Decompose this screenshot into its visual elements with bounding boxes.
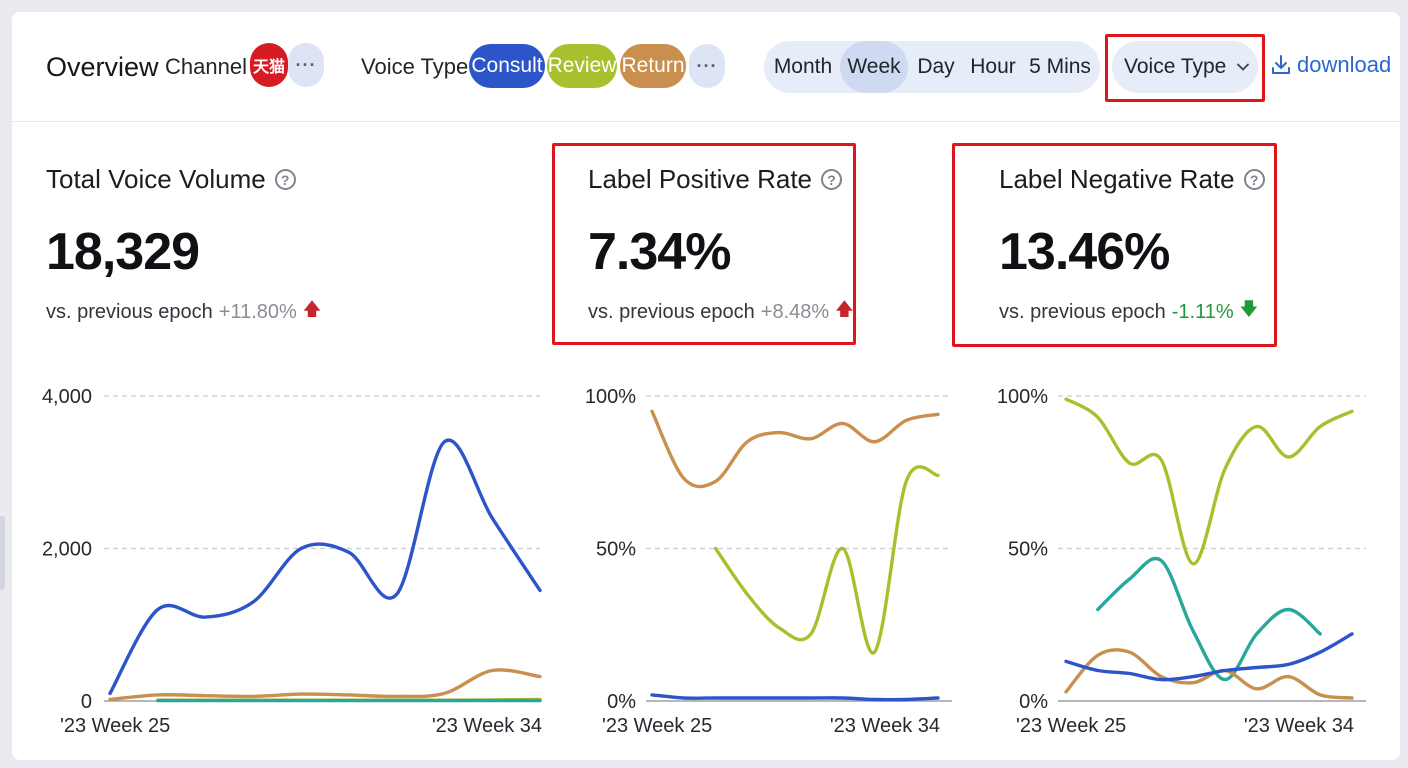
help-icon[interactable]: ? [274, 169, 296, 190]
channel-more-button[interactable]: ··· [288, 43, 324, 87]
y-tick-label: 50% [1008, 539, 1048, 561]
granularity-day[interactable]: Day [917, 55, 955, 78]
voice-type-more-button[interactable]: ··· [689, 44, 725, 88]
x-tick-label: '23 Week 34 [432, 715, 542, 737]
label-negative-rate-value: 13.46% [999, 223, 1170, 281]
metric-title-text: Label Positive Rate [588, 164, 813, 194]
metric-title-text: Label Negative Rate [999, 164, 1235, 194]
voice-type-label: Voice Type [361, 54, 469, 79]
y-tick-label: 2,000 [42, 539, 92, 561]
y-tick-label: 4,000 [42, 386, 92, 408]
delta-value: +11.80% [218, 300, 297, 323]
x-tick-label: '23 Week 25 [60, 715, 170, 737]
y-tick-label: 50% [596, 539, 636, 561]
granularity-segmented-control: Month Week Day Hour 5 Mins [764, 41, 1100, 93]
granularity-hour[interactable]: Hour [970, 55, 1016, 78]
series-line-2 [108, 668, 542, 702]
series-line-3 [650, 693, 940, 702]
channel-label: Channel [165, 54, 247, 79]
series-line-2 [1096, 556, 1322, 682]
y-tick-label: 0 [81, 691, 92, 713]
series-line-3 [1064, 648, 1354, 700]
voice-type-chip-return[interactable]: Return [620, 44, 686, 88]
download-link[interactable]: download [1270, 52, 1391, 78]
series-line-2 [713, 465, 940, 655]
series-line-1 [108, 438, 542, 696]
channel-tmall-badge[interactable]: 天猫 [250, 43, 288, 87]
delta-value: +8.48% [760, 300, 830, 323]
compare-label: vs. previous epoch [46, 300, 213, 323]
negative-rate-highlight-box [952, 143, 1277, 347]
voice-type-dropdown-value: Voice Type [1124, 55, 1227, 78]
download-label: download [1297, 52, 1392, 77]
chart-1: 0 2,000 4,000 '23 Week 25 '23 Week 34 [42, 386, 542, 737]
total-voice-volume-compare: vs. previous epoch +11.80% 🡅 [46, 297, 321, 327]
series-line-4 [1064, 632, 1354, 682]
arrow-up-icon: 🡅 [835, 299, 854, 319]
label-negative-rate-title: Label Negative Rate ? [999, 164, 1265, 195]
chart-2: 0% 50% 100% '23 Week 25 '23 Week 34 [585, 386, 952, 737]
x-tick-label: '23 Week 25 [602, 715, 712, 737]
y-tick-label: 0% [607, 691, 636, 713]
series-line-1 [1064, 397, 1354, 566]
chevron-down-icon [1237, 63, 1250, 71]
series-line-1 [650, 409, 940, 489]
granularity-week[interactable]: Week [840, 41, 908, 93]
compare-label: vs. previous epoch [999, 300, 1166, 323]
dropdown-highlight-box [1105, 34, 1265, 102]
granularity-5-mins[interactable]: 5 Mins [1029, 55, 1091, 78]
voice-type-dropdown[interactable]: Voice Type [1112, 41, 1258, 93]
x-tick-label: '23 Week 34 [1244, 715, 1354, 737]
arrow-up-icon: 🡅 [302, 299, 322, 319]
arrow-down-icon: 🡇 [1239, 299, 1259, 319]
help-icon[interactable]: ? [821, 169, 843, 190]
dashboard-card [12, 12, 1400, 760]
chart-3: 0% 50% 100% '23 Week 25 '23 Week 34 [997, 386, 1366, 737]
total-voice-volume-value: 18,329 [46, 223, 200, 281]
y-tick-label: 100% [997, 386, 1048, 408]
label-negative-rate-compare: vs. previous epoch -1.11% 🡇 [999, 297, 1258, 327]
positive-rate-highlight-box [552, 143, 856, 345]
x-tick-label: '23 Week 34 [830, 715, 940, 737]
compare-label: vs. previous epoch [588, 300, 755, 323]
label-positive-rate-value: 7.34% [588, 223, 731, 281]
side-panel-handle[interactable] [0, 516, 5, 590]
voice-type-chip-review[interactable]: Review [547, 44, 617, 88]
x-tick-label: '23 Week 25 [1016, 715, 1126, 737]
y-tick-label: 0% [1019, 691, 1048, 713]
granularity-month[interactable]: Month [773, 55, 833, 78]
y-tick-label: 100% [585, 386, 636, 408]
download-icon [1272, 55, 1290, 74]
metric-title-text: Total Voice Volume [46, 164, 266, 194]
toolbar: Overview Channel 天猫 ··· Voice Type Consu… [12, 12, 1400, 122]
label-positive-rate-title: Label Positive Rate ? [588, 164, 843, 195]
label-positive-rate-compare: vs. previous epoch +8.48% 🡅 [588, 297, 854, 327]
help-icon[interactable]: ? [1243, 169, 1265, 190]
delta-value: -1.11% [1171, 300, 1234, 323]
voice-type-chip-consult[interactable]: Consult [469, 44, 545, 88]
page-title: Overview [46, 52, 159, 82]
total-voice-volume-title: Total Voice Volume ? [46, 164, 296, 195]
